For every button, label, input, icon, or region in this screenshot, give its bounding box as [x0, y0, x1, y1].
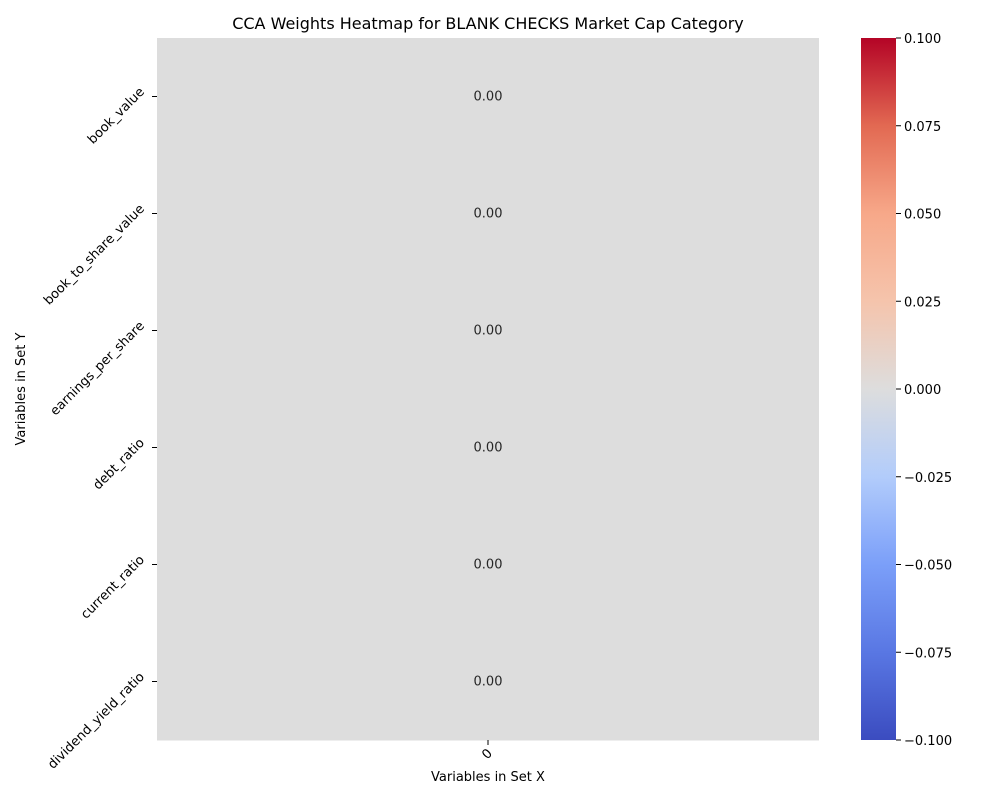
colorbar-tick-label: 0.025 [904, 295, 941, 310]
heatmap-cell [157, 623, 819, 741]
colorbar-tick-label: −0.025 [904, 471, 952, 486]
y-tick-label: dividend_yield_ratio [45, 670, 148, 773]
colorbar-tick-label: 0.075 [904, 120, 941, 135]
colorbar-ticks: −0.100 −0.075 −0.050 −0.025 0.000 0.025 0.050 0… [896, 32, 952, 749]
colorbar-tick-label: 0.000 [904, 383, 941, 398]
chart-title: CCA Weights Heatmap for BLANK CHECKS Mar… [232, 14, 744, 33]
x-tick-label: 0 [479, 746, 495, 762]
heatmap-cell [157, 38, 819, 156]
colorbar [861, 38, 896, 740]
heatmap-cells [157, 38, 819, 741]
y-tick-label: debt_ratio [90, 436, 147, 493]
y-tick-label: current_ratio [78, 553, 148, 623]
colorbar-tick-label: 0.050 [904, 208, 941, 223]
cell-annotation: 0.00 [474, 324, 503, 339]
heatmap-cell [157, 389, 819, 507]
colorbar-tick-label: −0.075 [904, 646, 952, 661]
cell-annotation: 0.00 [474, 207, 503, 222]
y-tick-label: book_value [85, 85, 148, 148]
x-axis-label: Variables in Set X [431, 770, 545, 785]
x-axis: 0 [479, 740, 496, 763]
colorbar-tick-label: −0.100 [904, 734, 952, 749]
heatmap-cell [157, 155, 819, 273]
cell-annotations: 0.00 0.00 0.00 0.00 0.00 0.00 [474, 90, 503, 690]
cell-annotation: 0.00 [474, 441, 503, 456]
cell-annotation: 0.00 [474, 558, 503, 573]
y-axis-label: Variables in Set Y [14, 332, 29, 445]
cell-annotation: 0.00 [474, 675, 503, 690]
y-axis: book_value book_to_share_valueearnings_pe… [41, 85, 157, 773]
y-tick-label: book_to_share_value [41, 202, 148, 309]
colorbar-tick-label: 0.100 [904, 32, 941, 47]
cell-annotation: 0.00 [474, 90, 503, 105]
y-tick-label: earnings_per_share [48, 319, 148, 419]
heatmap-cell [157, 272, 819, 390]
colorbar-tick-label: −0.050 [904, 559, 952, 574]
heatmap-cell [157, 506, 819, 624]
